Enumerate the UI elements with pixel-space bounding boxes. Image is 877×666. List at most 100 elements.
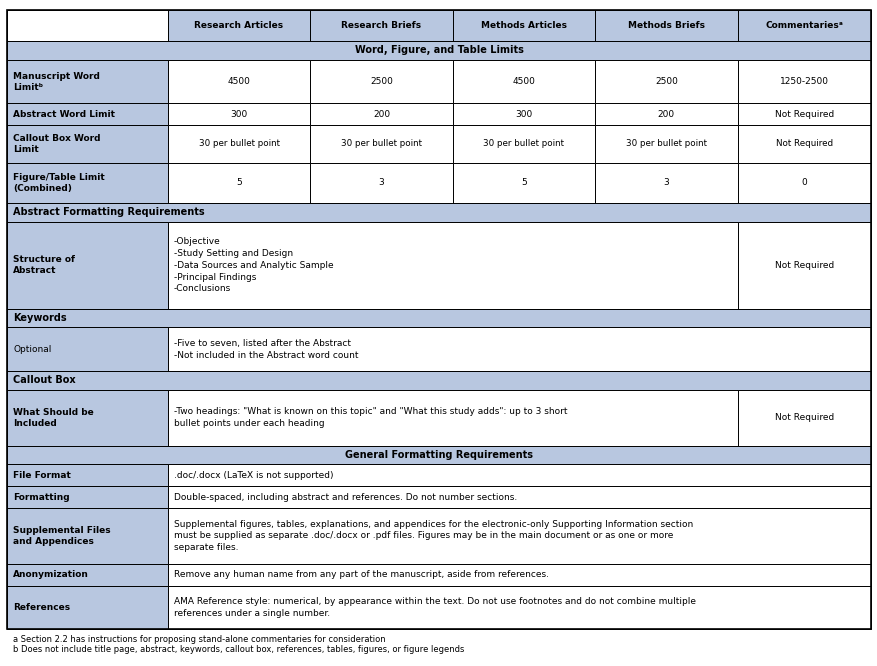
Bar	[310, 163, 453, 203]
Bar	[168, 464, 871, 486]
Bar	[7, 486, 168, 508]
Bar	[738, 222, 871, 309]
Text: Structure of
Abstract: Structure of Abstract	[13, 255, 75, 275]
Bar	[738, 10, 871, 41]
Text: Methods Briefs: Methods Briefs	[628, 21, 705, 30]
Bar	[7, 508, 168, 564]
Text: Callout Box Word
Limit: Callout Box Word Limit	[13, 134, 101, 154]
Text: Figure/Table Limit
(Combined): Figure/Table Limit (Combined)	[13, 172, 105, 192]
Bar	[738, 390, 871, 446]
Bar	[168, 564, 871, 586]
Text: AMA Reference style: numerical, by appearance within the text. Do not use footno: AMA Reference style: numerical, by appea…	[174, 597, 696, 618]
Text: Word, Figure, and Table Limits: Word, Figure, and Table Limits	[354, 45, 524, 55]
Text: 30 per bullet point: 30 per bullet point	[483, 139, 565, 149]
Bar	[168, 222, 738, 309]
Text: Optional: Optional	[13, 345, 52, 354]
Text: 4500: 4500	[512, 77, 535, 86]
Bar	[453, 60, 595, 103]
Bar	[453, 103, 595, 125]
Text: Not Required: Not Required	[774, 110, 834, 119]
Text: 3: 3	[379, 178, 384, 187]
Text: 30 per bullet point: 30 per bullet point	[341, 139, 422, 149]
Bar	[7, 163, 168, 203]
Bar	[168, 125, 310, 163]
Text: 200: 200	[658, 110, 675, 119]
Text: 3: 3	[664, 178, 669, 187]
Text: 2500: 2500	[370, 77, 393, 86]
Text: What Should be
Included: What Should be Included	[13, 408, 94, 428]
Bar	[7, 60, 168, 103]
Text: 30 per bullet point: 30 per bullet point	[626, 139, 707, 149]
Text: Remove any human name from any part of the manuscript, aside from references.: Remove any human name from any part of t…	[174, 570, 549, 579]
Bar	[453, 125, 595, 163]
Text: Double-spaced, including abstract and references. Do not number sections.: Double-spaced, including abstract and re…	[174, 493, 517, 501]
Bar	[168, 328, 871, 371]
Text: 4500: 4500	[228, 77, 251, 86]
Text: References: References	[13, 603, 70, 612]
Text: 5: 5	[521, 178, 527, 187]
Bar	[738, 125, 871, 163]
Text: 30 per bullet point: 30 per bullet point	[198, 139, 280, 149]
Bar	[738, 60, 871, 103]
Bar	[168, 508, 871, 564]
Bar	[168, 390, 738, 446]
Bar	[310, 60, 453, 103]
Text: -Five to seven, listed after the Abstract
-Not included in the Abstract word cou: -Five to seven, listed after the Abstrac…	[174, 339, 359, 360]
Text: -Objective
-Study Setting and Design
-Data Sources and Analytic Sample
-Principa: -Objective -Study Setting and Design -Da…	[174, 237, 333, 293]
Bar	[7, 41, 871, 60]
Bar	[7, 464, 168, 486]
Text: Anonymization: Anonymization	[13, 570, 89, 579]
Bar	[7, 125, 168, 163]
Bar	[738, 163, 871, 203]
Text: General Formatting Requirements: General Formatting Requirements	[345, 450, 533, 460]
Text: Formatting: Formatting	[13, 493, 70, 501]
Bar	[168, 486, 871, 508]
Bar	[7, 222, 168, 309]
Bar	[310, 10, 453, 41]
Bar	[595, 60, 738, 103]
Text: Supplemental figures, tables, explanations, and appendices for the electronic-on: Supplemental figures, tables, explanatio…	[174, 520, 693, 552]
Bar	[7, 328, 168, 371]
Bar	[595, 103, 738, 125]
Bar	[168, 60, 310, 103]
Text: Abstract Word Limit: Abstract Word Limit	[13, 110, 115, 119]
Text: a Section 2.2 has instructions for proposing stand-alone commentaries for consid: a Section 2.2 has instructions for propo…	[13, 635, 386, 644]
Text: b Does not include title page, abstract, keywords, callout box, references, tabl: b Does not include title page, abstract,…	[13, 645, 465, 655]
Bar	[7, 10, 168, 41]
Text: Research Articles: Research Articles	[195, 21, 283, 30]
Bar	[7, 309, 871, 328]
Bar	[310, 103, 453, 125]
Text: Not Required: Not Required	[774, 260, 834, 270]
Bar	[168, 103, 310, 125]
Text: Abstract Formatting Requirements: Abstract Formatting Requirements	[13, 207, 205, 217]
Text: 200: 200	[373, 110, 390, 119]
Text: Callout Box: Callout Box	[13, 376, 75, 386]
Text: Not Required: Not Required	[774, 413, 834, 422]
Bar	[7, 564, 168, 586]
Text: Manuscript Word
Limitᵇ: Manuscript Word Limitᵇ	[13, 71, 100, 92]
Text: 1250-2500: 1250-2500	[780, 77, 829, 86]
Bar	[168, 586, 871, 629]
Text: Methods Articles: Methods Articles	[481, 21, 567, 30]
Text: Keywords: Keywords	[13, 313, 67, 323]
Text: .doc/.docx (LaTeX is not supported): .doc/.docx (LaTeX is not supported)	[174, 471, 333, 480]
Bar	[168, 163, 310, 203]
Bar	[310, 125, 453, 163]
Text: Supplemental Files
and Appendices: Supplemental Files and Appendices	[13, 526, 111, 546]
Bar	[7, 446, 871, 464]
Text: 2500: 2500	[655, 77, 678, 86]
Bar	[595, 125, 738, 163]
Text: Not Required: Not Required	[775, 139, 833, 149]
Bar	[738, 103, 871, 125]
Text: File Format: File Format	[13, 471, 71, 480]
Bar	[168, 10, 310, 41]
Bar	[7, 203, 871, 222]
Bar	[453, 10, 595, 41]
Bar	[7, 586, 168, 629]
Text: 300: 300	[231, 110, 247, 119]
Text: 5: 5	[236, 178, 242, 187]
Text: Commentariesᵃ: Commentariesᵃ	[766, 21, 843, 30]
Bar	[7, 371, 871, 390]
Text: 0: 0	[802, 178, 807, 187]
Bar	[7, 390, 168, 446]
